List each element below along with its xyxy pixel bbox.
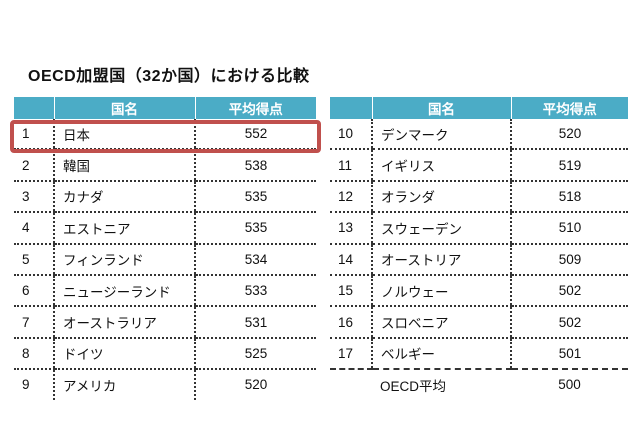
cell-rank: 9 bbox=[22, 377, 30, 393]
table-row: 14 オーストリア 509 bbox=[330, 243, 628, 276]
table-row: 13 スウェーデン 510 bbox=[330, 212, 628, 245]
cell-country: デンマーク bbox=[371, 119, 511, 151]
cell-score: 509 bbox=[510, 243, 628, 276]
cell-country: ベルギー bbox=[371, 337, 511, 371]
cell-country: エストニア bbox=[53, 212, 195, 245]
cell-country: ドイツ bbox=[53, 337, 195, 371]
cell-country: ノルウェー bbox=[371, 274, 511, 308]
cell-score: 531 bbox=[194, 306, 316, 339]
cell-country: カナダ bbox=[53, 180, 195, 214]
cell-score: 533 bbox=[194, 274, 316, 308]
cell-country: フィンランド bbox=[53, 243, 195, 276]
header-score: 平均得点 bbox=[511, 97, 628, 119]
cell-score: 535 bbox=[194, 212, 316, 245]
table-row: OECD平均 500 bbox=[330, 369, 628, 399]
table-row: 4 エストニア 535 bbox=[14, 212, 316, 245]
cell-score: 518 bbox=[510, 180, 628, 214]
cell-rank: 14 bbox=[330, 243, 372, 276]
cell-country: スウェーデン bbox=[371, 212, 511, 245]
cell-country: オーストリア bbox=[371, 243, 511, 276]
cell-score: 520 bbox=[510, 119, 628, 151]
cell-score: 519 bbox=[510, 149, 628, 182]
cell-score: 502 bbox=[510, 306, 628, 339]
cell-score: 535 bbox=[194, 180, 316, 214]
table-row: 6 ニュージーランド 533 bbox=[14, 274, 316, 308]
cell-country: 韓国 bbox=[53, 149, 195, 182]
cell-score: 502 bbox=[510, 274, 628, 308]
cell-country: アメリカ bbox=[53, 369, 195, 400]
cell-score: 552 bbox=[194, 119, 316, 151]
header-country: 国名 bbox=[54, 97, 196, 119]
header-rank bbox=[14, 97, 55, 119]
table-row: 3 カナダ 535 bbox=[14, 180, 316, 214]
cell-rank: 6 bbox=[14, 274, 54, 308]
cell-rank bbox=[330, 369, 372, 399]
cell-score: 525 bbox=[194, 337, 316, 371]
header-rank bbox=[330, 97, 373, 119]
cell-score: 534 bbox=[194, 243, 316, 276]
table-row: 11 イギリス 519 bbox=[330, 149, 628, 182]
cell-rank: 10 bbox=[330, 119, 372, 151]
table-row: 10 デンマーク 520 bbox=[330, 119, 628, 151]
cell-score: 520 bbox=[194, 369, 316, 400]
cell-rank: 15 bbox=[330, 274, 372, 308]
cell-rank: 11 bbox=[330, 149, 372, 182]
cell-rank: 13 bbox=[330, 212, 372, 245]
cell-score: 501 bbox=[510, 337, 628, 371]
table-header: 国名 平均得点 bbox=[330, 97, 628, 119]
cell-score: 538 bbox=[194, 149, 316, 182]
cell-country: スロベニア bbox=[371, 306, 511, 339]
cell-country: オランダ bbox=[371, 180, 511, 214]
cell-rank: 7 bbox=[14, 306, 54, 339]
table-row: 17 ベルギー 501 bbox=[330, 337, 628, 371]
header-country: 国名 bbox=[372, 97, 512, 119]
table-row: 15 ノルウェー 502 bbox=[330, 274, 628, 308]
cell-rank: 2 bbox=[14, 149, 54, 182]
ranking-table-right: 国名 平均得点 10 デンマーク 520 11 イギリス 519 12 オランダ 518 13 スウ… bbox=[330, 97, 628, 400]
cell-rank: 4 bbox=[14, 212, 54, 245]
table-row: 12 オランダ 518 bbox=[330, 180, 628, 214]
cell-rank: 17 bbox=[330, 337, 372, 371]
page-title: OECD加盟国（32か国）における比較 bbox=[28, 68, 310, 85]
cell-rank: 8 bbox=[14, 337, 54, 371]
table-row: 16 スロベニア 502 bbox=[330, 306, 628, 339]
cell-score: 500 bbox=[558, 377, 581, 393]
table-row: 7 オーストラリア 531 bbox=[14, 306, 316, 339]
cell-rank: 5 bbox=[14, 243, 54, 276]
cell-country: オーストラリア bbox=[53, 306, 195, 339]
table-header: 国名 平均得点 bbox=[14, 97, 316, 119]
table-row: 2 韓国 538 bbox=[14, 149, 316, 182]
ranking-table-left: 国名 平均得点 1 日本 552 2 韓国 538 3 カナダ 535 4 エストニア 535 5 フィン… bbox=[14, 97, 316, 400]
cell-rank: 1 bbox=[14, 119, 54, 151]
header-score: 平均得点 bbox=[195, 97, 316, 119]
cell-country: OECD平均 bbox=[380, 378, 447, 394]
cell-country: ニュージーランド bbox=[53, 274, 195, 308]
cell-country: 日本 bbox=[53, 119, 195, 151]
cell-country: イギリス bbox=[371, 149, 511, 182]
table-row: 8 ドイツ 525 bbox=[14, 337, 316, 371]
cell-rank: 12 bbox=[330, 180, 372, 214]
japan-highlight-box bbox=[10, 120, 321, 153]
cell-rank: 3 bbox=[14, 180, 54, 214]
cell-score: 510 bbox=[510, 212, 628, 245]
table-row: 1 日本 552 bbox=[14, 119, 316, 151]
cell-rank: 16 bbox=[330, 306, 372, 339]
table-row: 9 アメリカ 520 bbox=[14, 369, 316, 400]
table-row: 5 フィンランド 534 bbox=[14, 243, 316, 276]
